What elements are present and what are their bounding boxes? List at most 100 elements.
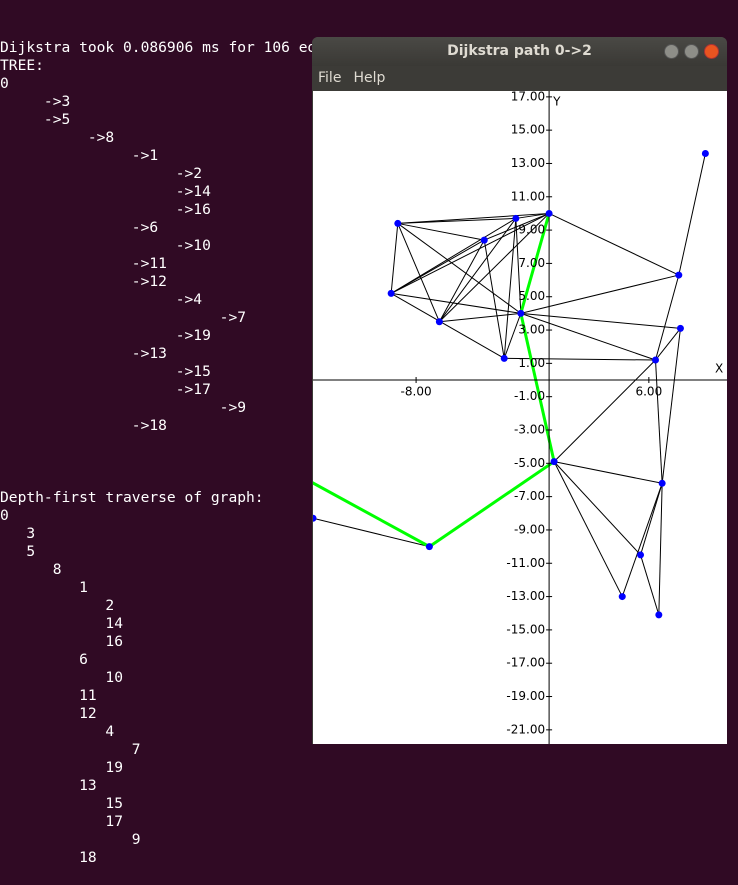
terminal-line: ->5 [0, 111, 71, 128]
node [425, 543, 433, 551]
terminal-line: 18 [0, 849, 97, 866]
terminal-line: ->13 [0, 345, 167, 362]
edge [678, 153, 706, 276]
edge [553, 359, 656, 462]
close-button[interactable] [704, 44, 719, 59]
terminal-line: 0 [0, 507, 9, 524]
tree-output: Dijkstra took 0.086906 ms for 106 edges.… [0, 39, 351, 435]
terminal-line: ->2 [0, 165, 203, 182]
terminal-line: 15 [0, 795, 124, 812]
minimize-button[interactable] [664, 44, 679, 59]
terminal-line: ->6 [0, 219, 159, 236]
edge [548, 212, 679, 276]
node [676, 324, 684, 332]
edge [390, 292, 505, 359]
edge [313, 517, 430, 548]
menu-item[interactable]: Help [353, 70, 386, 86]
terminal-line: 9 [0, 831, 141, 848]
terminal-line: 8 [0, 561, 62, 578]
node [637, 551, 645, 559]
y-axis-label: Y [552, 95, 561, 109]
edge [397, 217, 516, 224]
y-tick-label: -7.00 [514, 489, 545, 503]
edge [397, 223, 440, 322]
edge [520, 312, 656, 361]
terminal-line: 16 [0, 633, 124, 650]
terminal-line: ->1 [0, 147, 159, 164]
terminal-line: Dijkstra took 0.086906 ms for 106 edges. [0, 39, 352, 56]
y-tick-label: -5.00 [514, 456, 545, 470]
node [701, 149, 709, 157]
terminal-line: ->9 [0, 399, 247, 416]
terminal-line: ->3 [0, 93, 71, 110]
edge [390, 212, 550, 294]
edge [553, 461, 623, 597]
terminal-line: 14 [0, 615, 124, 632]
edge [655, 360, 663, 484]
y-tick-label: 3.00 [518, 323, 545, 337]
edge [658, 483, 663, 615]
terminal-line: ->16 [0, 201, 211, 218]
edge [655, 328, 681, 361]
y-tick-label: 9.00 [518, 223, 545, 237]
edge [483, 240, 505, 359]
y-tick-label: 13.00 [511, 156, 545, 170]
node [435, 318, 443, 326]
terminal-line: 19 [0, 759, 124, 776]
edge [640, 554, 660, 616]
terminal-line: ->14 [0, 183, 211, 200]
node [658, 479, 666, 487]
terminal-line: ->4 [0, 291, 203, 308]
terminal-line: ->19 [0, 327, 211, 344]
terminal-line: 6 [0, 651, 88, 668]
y-tick-label: -17.00 [506, 656, 545, 670]
edge [438, 239, 485, 322]
y-tick-label: -15.00 [506, 622, 545, 636]
terminal-line: ->12 [0, 273, 167, 290]
terminal-line: ->10 [0, 237, 211, 254]
x-tick-label: 6.00 [635, 385, 662, 399]
terminal-line: 12 [0, 705, 97, 722]
node [618, 593, 626, 601]
terminal-line: 7 [0, 741, 141, 758]
terminal-line: 13 [0, 777, 97, 794]
edge [390, 223, 399, 294]
terminal-line: 5 [0, 543, 36, 560]
plot-window: Dijkstra path 0->2 File Help Y X 17.00 15.00… [312, 37, 727, 744]
edge [504, 357, 656, 361]
edge [520, 312, 681, 329]
y-tick-label: -13.00 [506, 589, 545, 603]
terminal-line: ->15 [0, 363, 211, 380]
y-tick-label: -3.00 [514, 422, 545, 436]
edge [439, 213, 550, 323]
terminal-line: ->8 [0, 129, 115, 146]
edge [503, 313, 522, 359]
terminal-line: 10 [0, 669, 124, 686]
terminal-line: ->18 [0, 417, 167, 434]
terminal: Dijkstra took 0.086906 ms for 106 edges.… [0, 3, 351, 885]
menu-item[interactable]: File [318, 70, 342, 86]
terminal-line: TREE: [0, 57, 44, 74]
y-tick-label: -9.00 [514, 522, 545, 536]
plot: Y X 17.00 15.00 13.00 11.00 9.00 7.00 5.00 3.00 1.… [313, 91, 727, 744]
edge [553, 461, 663, 484]
y-tick-label: -11.00 [506, 556, 545, 570]
node [675, 271, 683, 279]
terminal-line: 3 [0, 525, 36, 542]
edge [621, 483, 663, 597]
x-axis-label: X [715, 362, 723, 376]
edge [439, 312, 521, 323]
node [500, 354, 508, 362]
dfs-output: Depth-first traverse of graph: 0 3 5 8 1 … [0, 489, 351, 867]
maximize-button[interactable] [684, 44, 699, 59]
terminal-line: ->7 [0, 309, 247, 326]
terminal-line: Depth-first traverse of graph: [0, 489, 264, 506]
edge [515, 212, 550, 219]
y-tick-label: 5.00 [518, 289, 545, 303]
terminal-line: 11 [0, 687, 97, 704]
y-tick-label: 1.00 [518, 356, 545, 370]
edge [397, 223, 522, 314]
edge [397, 212, 550, 224]
edge [515, 218, 522, 314]
node [545, 209, 553, 217]
